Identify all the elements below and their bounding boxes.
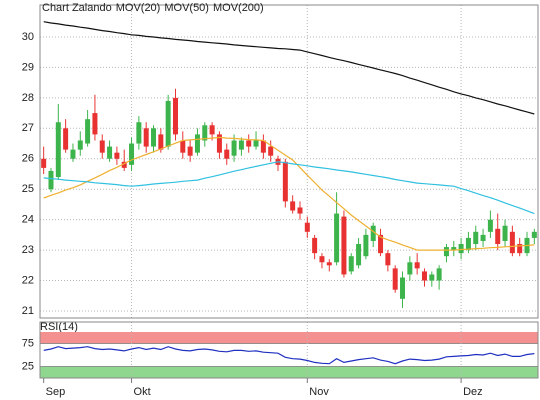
chart-title: Chart Zalando xyxy=(42,2,112,14)
candle-body xyxy=(238,140,244,150)
y-tick-label: 23 xyxy=(22,244,34,256)
candle-body xyxy=(48,170,54,190)
candle-body xyxy=(443,247,449,257)
candle-body xyxy=(202,125,208,141)
candle-body xyxy=(224,149,230,159)
candle-body xyxy=(41,158,47,168)
plot-frame xyxy=(39,4,539,319)
x-tick-label: Dez xyxy=(463,386,483,398)
candle-body xyxy=(92,113,98,135)
y-tick-label: 21 xyxy=(22,305,34,317)
candle-body xyxy=(356,244,362,266)
candle-body xyxy=(260,140,266,153)
candle-body xyxy=(348,256,354,272)
candle-body xyxy=(487,219,493,232)
rsi-frame xyxy=(39,321,539,379)
candle-body xyxy=(517,244,523,254)
legend-entry: MOV(50) xyxy=(164,2,209,14)
candle-body xyxy=(77,140,83,150)
candle-body xyxy=(436,268,442,281)
candle-body xyxy=(531,231,537,238)
candle-body xyxy=(143,128,149,147)
oversold-band xyxy=(40,366,538,378)
candle-body xyxy=(165,100,171,147)
candle-body xyxy=(312,237,318,254)
candle-body xyxy=(341,216,347,275)
candle-body xyxy=(85,119,91,144)
candle-body xyxy=(480,234,486,241)
candle-body xyxy=(231,140,237,156)
candle-body xyxy=(495,228,501,245)
candle-body xyxy=(246,140,252,147)
y-tick-label: 25 xyxy=(22,183,34,195)
candle-body xyxy=(151,128,157,147)
candle-body xyxy=(458,244,464,254)
candle-body xyxy=(290,201,296,211)
rsi-tick-label: 25 xyxy=(22,360,34,372)
overbought-band xyxy=(40,332,538,344)
legend-entry: MOV(20) xyxy=(116,2,161,14)
y-tick-label: 26 xyxy=(22,153,34,165)
candle-body xyxy=(400,277,406,299)
moving-average-line xyxy=(43,21,535,115)
x-tick-label: Sep xyxy=(46,386,66,398)
candle-body xyxy=(304,222,310,232)
candle-body xyxy=(55,122,61,178)
candle-body xyxy=(385,253,391,266)
y-tick-label: 30 xyxy=(22,31,34,43)
candle-body xyxy=(107,146,113,159)
candle-body xyxy=(378,234,384,254)
candle-body xyxy=(216,134,222,153)
candle-body xyxy=(70,149,76,159)
candle-body xyxy=(268,146,274,156)
y-tick-label: 24 xyxy=(22,214,34,226)
candle-body xyxy=(121,161,127,168)
candle-body xyxy=(451,247,457,251)
candle-body xyxy=(363,234,369,257)
candle-body xyxy=(180,140,186,153)
legend-entry: MOV(200) xyxy=(213,2,264,14)
candle-body xyxy=(297,207,303,214)
candle-body xyxy=(114,152,120,159)
candle-body xyxy=(326,262,332,266)
candle-body xyxy=(136,122,142,144)
y-tick-label: 22 xyxy=(22,274,34,286)
candle-body xyxy=(334,213,340,263)
candle-body xyxy=(473,231,479,245)
candle-body xyxy=(129,143,135,165)
candle-body xyxy=(99,140,105,153)
candle-body xyxy=(429,274,435,281)
candle-body xyxy=(172,97,178,135)
candle-body xyxy=(158,134,164,150)
moving-average-line xyxy=(43,136,535,251)
candle-body xyxy=(392,268,398,290)
candle-body xyxy=(502,225,508,241)
candle-body xyxy=(282,161,288,202)
moving-average-line xyxy=(43,161,535,215)
y-tick-label: 29 xyxy=(22,61,34,73)
x-tick-label: Okt xyxy=(134,386,151,398)
candle-body xyxy=(465,237,471,251)
candle-body xyxy=(209,125,215,135)
candle-body xyxy=(253,140,259,147)
candle-body xyxy=(194,134,200,153)
candle-body xyxy=(187,146,193,156)
rsi-tick-label: 75 xyxy=(22,337,34,349)
candle-body xyxy=(407,262,413,275)
rsi-line xyxy=(43,346,535,365)
candle-body xyxy=(319,256,325,263)
candle-body xyxy=(421,271,427,281)
rsi-title: RSI(14) xyxy=(40,321,78,333)
candle-body xyxy=(509,231,515,254)
x-tick-label: Nov xyxy=(309,386,329,398)
y-tick-label: 28 xyxy=(22,92,34,104)
candle-body xyxy=(63,128,69,150)
candle-body xyxy=(414,262,420,269)
candle-body xyxy=(370,225,376,241)
y-tick-label: 27 xyxy=(22,122,34,134)
